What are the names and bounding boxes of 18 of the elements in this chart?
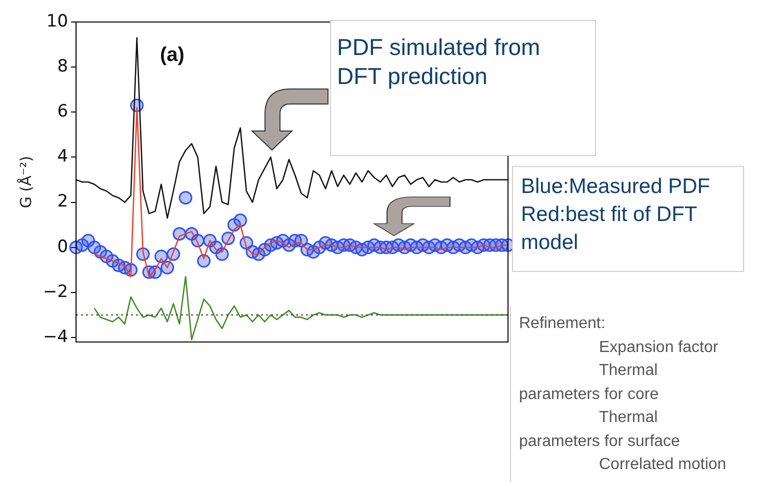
y-tick-label: 2 — [57, 192, 68, 212]
text: Correlated motion — [599, 456, 726, 473]
y-tick-label: 8 — [57, 56, 68, 76]
text: Refinement: — [519, 315, 606, 332]
text-box: PDF simulated from DFT prediction — [330, 20, 596, 156]
y-tick-label: 10 — [46, 11, 68, 32]
y-axis-title: G (Å⁻²) — [16, 156, 35, 208]
y-tick-label: 0 — [57, 236, 68, 257]
annotation: (a) — [160, 44, 184, 66]
y-tick-label: 6 — [57, 102, 68, 122]
y-tick-label: −2 — [43, 282, 68, 302]
text-box: Blue:Measured PDF Red:best fit of DFT model — [512, 166, 744, 272]
text: Expansion factor — [599, 338, 718, 356]
y-tick-label: −4 — [43, 326, 68, 347]
text: Thermal parameters for core — [519, 362, 659, 402]
annotation: PDF simulated from DFT prediction — [337, 34, 540, 89]
y-tick-label: 4 — [57, 146, 68, 167]
text: Thermal parameters for surface — [519, 409, 680, 450]
